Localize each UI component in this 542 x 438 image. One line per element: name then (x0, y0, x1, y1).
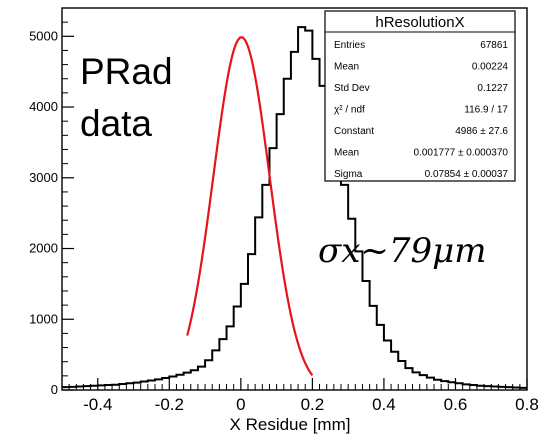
stats-row-value: 0.00224 (472, 62, 509, 73)
stats-row-label: Entries (334, 40, 365, 51)
gaussian-fit-curve (186, 36, 314, 377)
x-tick-label: 0.4 (372, 395, 396, 414)
plot-frame (61, 7, 528, 391)
stats-row-value: 0.001777 ± 0.000370 (414, 148, 509, 159)
y-tick-label: 0 (51, 382, 58, 397)
stats-row-value: 0.07854 ± 0.00037 (425, 169, 509, 180)
stats-row-value: 0.1227 (477, 83, 508, 94)
y-tick-label: 5000 (29, 28, 58, 43)
stats-row-label: Mean (334, 62, 359, 73)
y-tick-label: 4000 (29, 99, 58, 114)
stats-row-label: Mean (334, 148, 359, 159)
y-tick-label: 1000 (29, 311, 58, 326)
x-tick-label: 0.2 (301, 395, 325, 414)
histogram-steps (62, 26, 527, 389)
stats-row-value: 116.9 / 17 (464, 105, 508, 116)
stats-box-frame (324, 10, 516, 182)
annotation-data: data (80, 103, 152, 144)
x-tick-label: -0.2 (155, 395, 184, 414)
stats-box-title: hResolutionX (375, 14, 464, 31)
sigma-annotation: σx~79μm (318, 231, 486, 271)
stats-row-label: Constant (334, 126, 374, 137)
x-axis-ticks: -0.4 -0.2 0 0.2 0.4 0.6 0.8 (61, 378, 539, 414)
x-tick-label: 0 (236, 395, 245, 414)
stats-row-value: 4986 ± 27.6 (455, 126, 508, 137)
y-axis-ticks: 0 1000 2000 3000 4000 5000 (29, 21, 74, 397)
stats-row-value: 67861 (480, 40, 508, 51)
x-tick-label: 0.6 (444, 395, 468, 414)
x-axis-label: X Residue [mm] (230, 415, 351, 434)
y-tick-label: 2000 (29, 241, 58, 256)
stats-row-label: Std Dev (334, 83, 370, 94)
y-tick-label: 3000 (29, 170, 58, 185)
x-tick-label: -0.4 (83, 395, 112, 414)
stats-rows: Entries 67861 Mean 0.00224 Std Dev 0.1227 χ² /… (334, 40, 508, 180)
plot-area: 0 1000 2000 3000 4000 5000 -0.4 -0.2 0 0.2 0.4 0.6… (29, 7, 539, 414)
stats-row-label: χ² / ndf (334, 105, 365, 116)
stats-box: hResolutionX Entries 67861 Mean 0.00224 Std … (324, 10, 516, 182)
stats-row-label: Sigma (334, 169, 363, 180)
x-tick-label: 0.8 (515, 395, 539, 414)
annotation-prad: PRad (80, 51, 173, 92)
